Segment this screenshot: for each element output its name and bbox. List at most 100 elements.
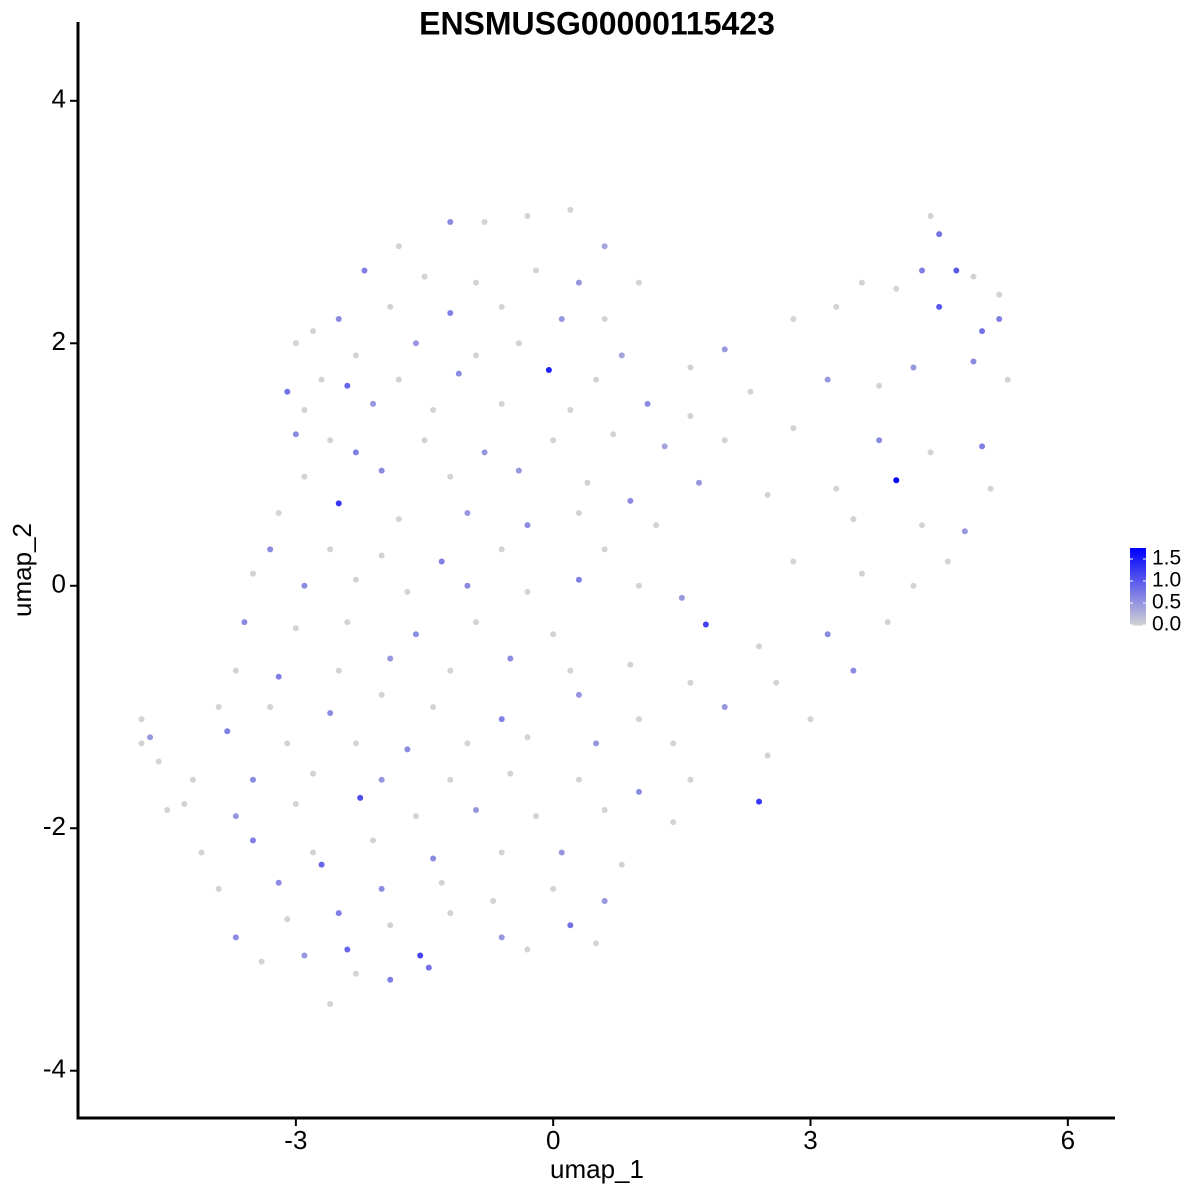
- point: [352, 740, 359, 747]
- x-tick-label: 3: [803, 1125, 817, 1155]
- point: [721, 704, 728, 710]
- point: [275, 673, 282, 680]
- point: [764, 491, 771, 498]
- point: [601, 316, 608, 323]
- point: [670, 740, 677, 747]
- point: [584, 479, 591, 486]
- colorbar-segment: [1130, 571, 1146, 574]
- point: [498, 546, 505, 553]
- point: [352, 576, 359, 583]
- point: [687, 364, 694, 371]
- point: [524, 946, 531, 953]
- point: [370, 837, 377, 844]
- point: [550, 885, 557, 892]
- y-tick-label: -4: [43, 1054, 66, 1084]
- colorbar-tick-label: 1.5: [1152, 547, 1181, 570]
- colorbar-segment: [1130, 586, 1146, 589]
- point: [232, 813, 239, 820]
- point: [721, 346, 728, 353]
- point: [404, 746, 411, 753]
- point: [327, 546, 334, 553]
- point: [567, 406, 574, 413]
- colorbar-segment: [1130, 603, 1146, 607]
- point: [147, 734, 154, 741]
- point: [138, 716, 145, 723]
- point: [232, 667, 239, 674]
- point: [387, 922, 394, 929]
- point: [756, 643, 763, 650]
- point: [558, 316, 565, 323]
- point: [807, 716, 814, 723]
- point: [198, 849, 205, 856]
- x-axis-title: umap_1: [550, 1154, 644, 1184]
- point: [524, 212, 531, 219]
- point: [979, 443, 986, 450]
- point: [378, 776, 385, 783]
- point: [644, 400, 651, 407]
- point: [695, 479, 702, 486]
- colorbar-segment: [1130, 617, 1146, 620]
- colorbar-segment: [1130, 582, 1146, 586]
- point: [687, 776, 694, 783]
- point: [721, 437, 728, 444]
- point: [670, 819, 677, 826]
- colorbar-segment: [1130, 611, 1146, 614]
- point: [292, 800, 299, 807]
- point: [438, 879, 445, 886]
- point: [472, 279, 479, 286]
- point: [1004, 376, 1011, 383]
- point: [438, 558, 445, 565]
- point: [335, 316, 342, 323]
- point: [884, 619, 891, 626]
- colorbar-segment: [1130, 619, 1146, 622]
- point: [533, 267, 540, 274]
- point: [301, 952, 308, 959]
- point: [850, 516, 857, 523]
- colorbar-segment: [1130, 601, 1146, 605]
- y-tick-label: 2: [52, 326, 66, 356]
- colorbar-segment: [1130, 559, 1146, 562]
- point: [575, 691, 582, 698]
- point: [910, 582, 917, 589]
- point: [635, 716, 642, 723]
- point: [524, 734, 531, 741]
- point: [412, 631, 419, 638]
- colorbar-segment: [1130, 573, 1146, 576]
- point: [352, 449, 359, 456]
- colorbar-segment: [1130, 574, 1146, 578]
- colorbar-segment: [1130, 576, 1146, 580]
- colorbar-segment: [1130, 567, 1146, 570]
- colorbar-segment: [1130, 613, 1146, 616]
- point: [327, 1001, 334, 1008]
- colorbar-segment: [1130, 563, 1146, 566]
- point: [687, 679, 694, 686]
- point: [395, 516, 402, 523]
- point: [181, 800, 188, 807]
- point: [627, 497, 634, 504]
- colorbar-segment: [1130, 548, 1146, 551]
- point: [430, 406, 437, 413]
- point: [790, 316, 797, 323]
- point: [327, 710, 334, 717]
- point: [275, 510, 282, 517]
- point: [653, 522, 660, 529]
- point: [370, 400, 377, 407]
- y-tick-label: -2: [43, 811, 66, 841]
- point: [447, 776, 454, 783]
- colorbar-segment: [1130, 549, 1146, 553]
- point: [378, 467, 385, 474]
- point: [292, 340, 299, 347]
- point: [378, 691, 385, 698]
- point: [764, 752, 771, 759]
- point: [601, 807, 608, 814]
- point: [387, 976, 394, 983]
- point: [747, 388, 754, 395]
- point: [224, 728, 231, 735]
- colorbar-segment: [1130, 555, 1146, 559]
- point: [979, 328, 986, 335]
- point: [550, 437, 557, 444]
- colorbar-segment: [1130, 598, 1146, 601]
- point: [284, 388, 291, 395]
- point: [395, 376, 402, 383]
